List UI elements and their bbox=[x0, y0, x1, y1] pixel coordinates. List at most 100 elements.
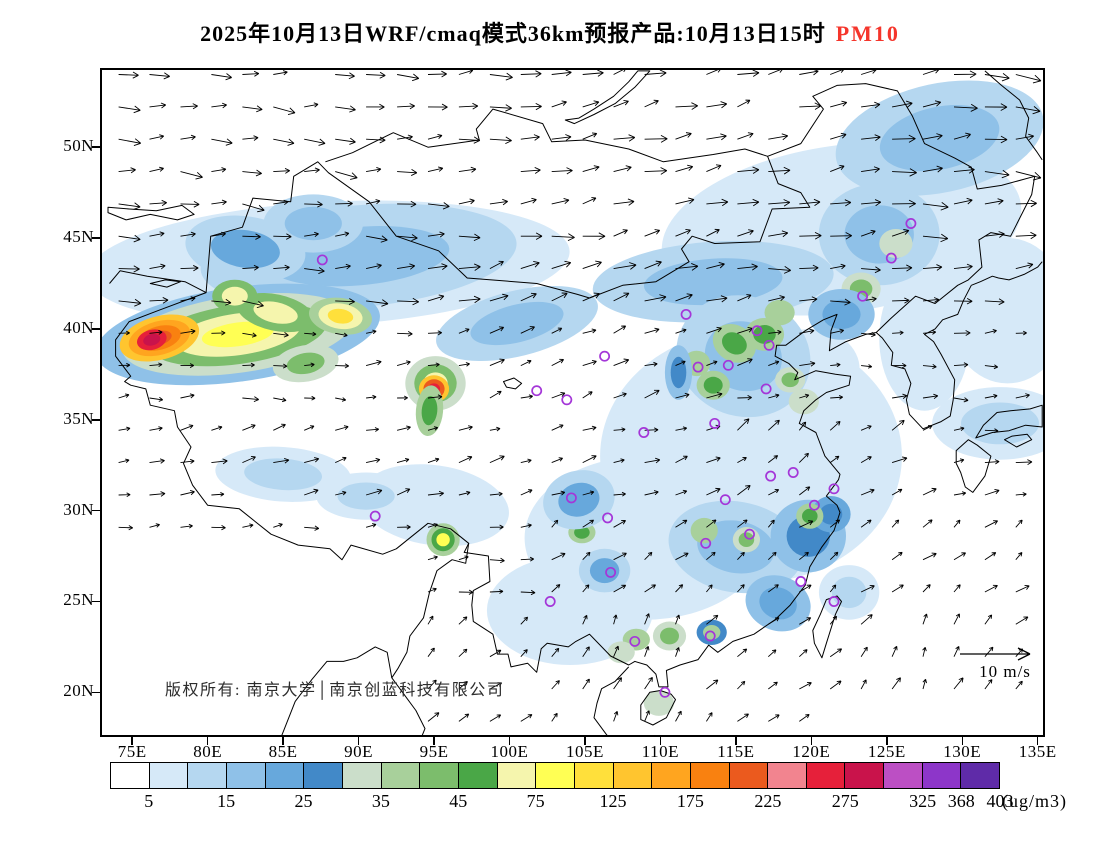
wind-arrow bbox=[427, 615, 434, 625]
lon-axis-label: 130E bbox=[943, 742, 982, 761]
coastline-baikal bbox=[564, 70, 651, 125]
wind-arrow bbox=[427, 394, 443, 400]
wind-arrow bbox=[644, 427, 659, 433]
wind-arrow bbox=[861, 331, 876, 338]
wind-arrow bbox=[211, 525, 226, 531]
wind-arrow bbox=[613, 710, 619, 722]
wind-arrow bbox=[427, 679, 437, 690]
wind-arrow bbox=[892, 100, 913, 108]
colorbar-tick-label: 368 bbox=[947, 791, 975, 811]
wind-arrow bbox=[953, 263, 973, 271]
wind-arrow bbox=[335, 231, 350, 237]
lat-axis-label: 45N bbox=[63, 227, 94, 247]
wind-arrow bbox=[118, 71, 139, 79]
wind-arrow bbox=[706, 519, 717, 528]
wind-arrow bbox=[675, 710, 682, 722]
wind-arrow bbox=[458, 136, 481, 144]
wind-arrow bbox=[737, 680, 746, 690]
colorbar-tick-label: 175 bbox=[676, 791, 704, 811]
wind-arrow bbox=[768, 489, 780, 496]
wind-arrow bbox=[396, 457, 410, 464]
wind-arrow bbox=[829, 455, 840, 463]
pm10-contour bbox=[947, 238, 1043, 384]
wind-arrow bbox=[613, 584, 627, 593]
pm10-contour bbox=[253, 301, 298, 324]
pm10-contour bbox=[781, 372, 799, 388]
wind-reference-glyph bbox=[960, 647, 1031, 661]
lon-axis-label: 110E bbox=[641, 742, 680, 761]
wind-arrow bbox=[799, 361, 816, 367]
wind-arrow bbox=[520, 70, 542, 78]
wind-arrow bbox=[1015, 680, 1023, 690]
coastline-bengal_coast bbox=[281, 646, 393, 735]
wind-arrow bbox=[520, 232, 543, 240]
colorbar-tick-label: 35 bbox=[371, 791, 390, 811]
station-circle bbox=[808, 499, 820, 511]
wind-arrow bbox=[520, 489, 533, 496]
colorbar-tick-label: 325 bbox=[909, 791, 937, 811]
wind-arrow bbox=[922, 487, 937, 496]
wind-arrow bbox=[304, 457, 320, 464]
wind-arrow bbox=[891, 488, 903, 496]
wind-arrow bbox=[768, 166, 791, 175]
wind-arrow bbox=[180, 393, 195, 399]
wind-arrow bbox=[799, 70, 819, 76]
wind-arrow bbox=[273, 363, 288, 369]
wind-arrow bbox=[458, 455, 473, 464]
wind-arrow bbox=[706, 712, 713, 722]
wind-arrow bbox=[922, 584, 931, 593]
wind-arrow bbox=[706, 551, 716, 561]
coastline-primorye_coast bbox=[971, 261, 1043, 286]
wind-arrow bbox=[1015, 519, 1023, 528]
axis-tick bbox=[357, 737, 360, 745]
wind-arrow bbox=[118, 167, 136, 174]
wind-arrow bbox=[737, 584, 745, 593]
wind-arrow bbox=[242, 233, 261, 240]
wind-arrow bbox=[984, 679, 993, 690]
wind-arrow bbox=[273, 264, 290, 271]
wind-arrow bbox=[861, 266, 881, 274]
wind-arrow bbox=[644, 389, 660, 399]
wind-arrow bbox=[984, 646, 994, 657]
station-circle bbox=[605, 566, 617, 578]
colorbar-tick-label: 225 bbox=[754, 791, 782, 811]
wind-arrow bbox=[458, 362, 470, 367]
wind-arrow bbox=[149, 362, 163, 368]
wind-arrow bbox=[644, 229, 661, 237]
pm10-contour bbox=[143, 333, 161, 346]
pm10-contour bbox=[738, 532, 755, 547]
wind-arrow bbox=[551, 680, 560, 690]
wind-arrow bbox=[366, 103, 385, 111]
wind-arrow bbox=[768, 266, 791, 274]
station-circle bbox=[659, 686, 671, 698]
wind-arrow bbox=[489, 198, 508, 206]
copyright-text: 版权所有: 南京大学│南京创蓝科技有限公司 bbox=[165, 682, 505, 699]
colorbar-cell bbox=[111, 763, 150, 788]
wind-arrow bbox=[180, 490, 195, 496]
pm10-contour bbox=[819, 503, 843, 525]
wind-arrow bbox=[891, 645, 898, 657]
wind-arrow bbox=[427, 166, 444, 173]
wind-arrow bbox=[242, 396, 259, 403]
wind-arrow bbox=[180, 328, 196, 335]
wind-arrow bbox=[922, 233, 949, 243]
wind-arrow bbox=[644, 134, 668, 143]
wind-arrow bbox=[675, 614, 681, 625]
colorbar-cell bbox=[613, 763, 653, 788]
wind-arrow bbox=[737, 551, 745, 561]
wind-arrow bbox=[304, 488, 319, 496]
wind-arrow bbox=[582, 455, 597, 464]
wind-arrow bbox=[644, 294, 667, 302]
wind-arrow bbox=[458, 102, 479, 110]
wind-arrow bbox=[211, 138, 233, 146]
wind-arrow bbox=[118, 298, 142, 307]
wind-arrow bbox=[242, 523, 254, 528]
lon-axis-label: 125E bbox=[867, 742, 906, 761]
pm10-contour bbox=[721, 332, 747, 355]
wind-arrow bbox=[922, 165, 943, 173]
wind-arrow bbox=[860, 229, 876, 237]
wind-arrow bbox=[798, 649, 808, 658]
station-circle bbox=[795, 576, 807, 587]
wind-arrow bbox=[242, 105, 263, 113]
wind-arrow bbox=[427, 587, 437, 593]
